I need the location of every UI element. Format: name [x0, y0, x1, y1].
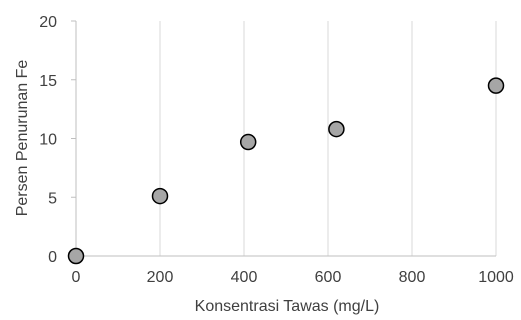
data-points — [67, 77, 505, 265]
data-point — [67, 247, 85, 265]
y-axis-label: Persen Penurunan Fe — [14, 60, 31, 217]
x-tick-label: 1000 — [478, 269, 514, 286]
x-tick-label: 800 — [399, 269, 426, 286]
x-axis-label: Konsentrasi Tawas (mg/L) — [195, 298, 380, 315]
data-point — [151, 187, 169, 205]
x-tick-label: 400 — [231, 269, 258, 286]
x-tick-label: 200 — [147, 269, 174, 286]
y-tick-label: 15 — [39, 73, 57, 90]
x-tick-label: 600 — [315, 269, 342, 286]
gridlines — [159, 21, 497, 256]
y-tick-label: 10 — [39, 132, 57, 149]
x-tick-label: 0 — [72, 269, 81, 286]
axes — [71, 20, 496, 257]
data-point — [487, 77, 505, 94]
y-tick-label: 0 — [48, 249, 57, 266]
data-point — [239, 133, 257, 151]
tick-labels: 0 200 400 600 800 1000 0 5 10 15 20 — [39, 14, 514, 286]
y-tick-label: 20 — [39, 14, 57, 31]
y-tick-label: 5 — [48, 190, 57, 207]
data-point — [328, 120, 345, 138]
